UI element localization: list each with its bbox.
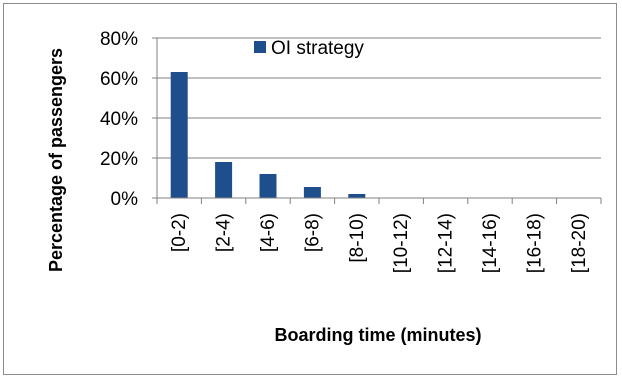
bar-[4-6)	[259, 174, 277, 198]
x-tick-labels: [0-2) [2-4) [4-6) [6-8) [8-10) [10-12) [12-14)…	[156, 198, 602, 273]
legend-swatch	[254, 41, 266, 53]
bar-[8-10)	[348, 194, 366, 198]
x-tick-label: [10-12)	[391, 213, 412, 273]
y-tick-label: 60%	[100, 69, 138, 90]
legend: OI strategy	[254, 38, 364, 59]
y-tick-label: 0%	[111, 189, 139, 210]
bar-[0-2)	[170, 72, 188, 198]
y-axis-title: Percentage of passengers	[46, 48, 66, 272]
x-axis-title: Boarding time (minutes)	[274, 325, 481, 345]
x-tick-label: [16-18)	[524, 213, 545, 273]
bar-chart: 0% 20% 40% 60% 80% [0-2) [2-4) [4-6) [6-8) [8-10…	[46, 29, 602, 345]
x-tick-label: [8-10)	[347, 213, 368, 263]
x-tick-label: [0-2)	[169, 213, 190, 252]
x-tick-label: [4-6)	[258, 213, 279, 252]
y-tick-label: 20%	[100, 149, 138, 170]
bars	[170, 72, 366, 198]
gridlines	[157, 37, 601, 159]
x-tick-label: [6-8)	[302, 213, 323, 252]
y-tick-labels: 0% 20% 40% 60% 80%	[100, 29, 157, 210]
y-tick-label: 40%	[100, 109, 138, 130]
y-tick-label: 80%	[100, 29, 138, 50]
x-tick-label: [12-14)	[436, 213, 457, 273]
x-tick-label: [2-4)	[214, 213, 235, 252]
chart-frame: 0% 20% 40% 60% 80% [0-2) [2-4) [4-6) [6-8) [8-10…	[3, 3, 617, 375]
bar-[2-4)	[215, 162, 233, 198]
x-tick-label: [14-16)	[480, 213, 501, 273]
legend-label: OI strategy	[271, 38, 364, 59]
x-tick-label: [18-20)	[569, 213, 590, 273]
bar-[6-8)	[303, 187, 321, 198]
